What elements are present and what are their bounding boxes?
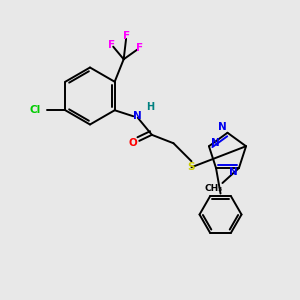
- Text: F: F: [123, 31, 130, 41]
- Text: F: F: [136, 43, 143, 53]
- Text: F: F: [107, 40, 115, 50]
- Text: N: N: [218, 122, 226, 132]
- Text: S: S: [188, 162, 195, 172]
- Text: N: N: [229, 167, 237, 177]
- Text: O: O: [128, 138, 137, 148]
- Text: CH₃: CH₃: [205, 184, 223, 193]
- Text: N: N: [211, 138, 219, 148]
- Text: H: H: [146, 102, 154, 112]
- Text: Cl: Cl: [30, 105, 41, 115]
- Text: N: N: [134, 111, 142, 121]
